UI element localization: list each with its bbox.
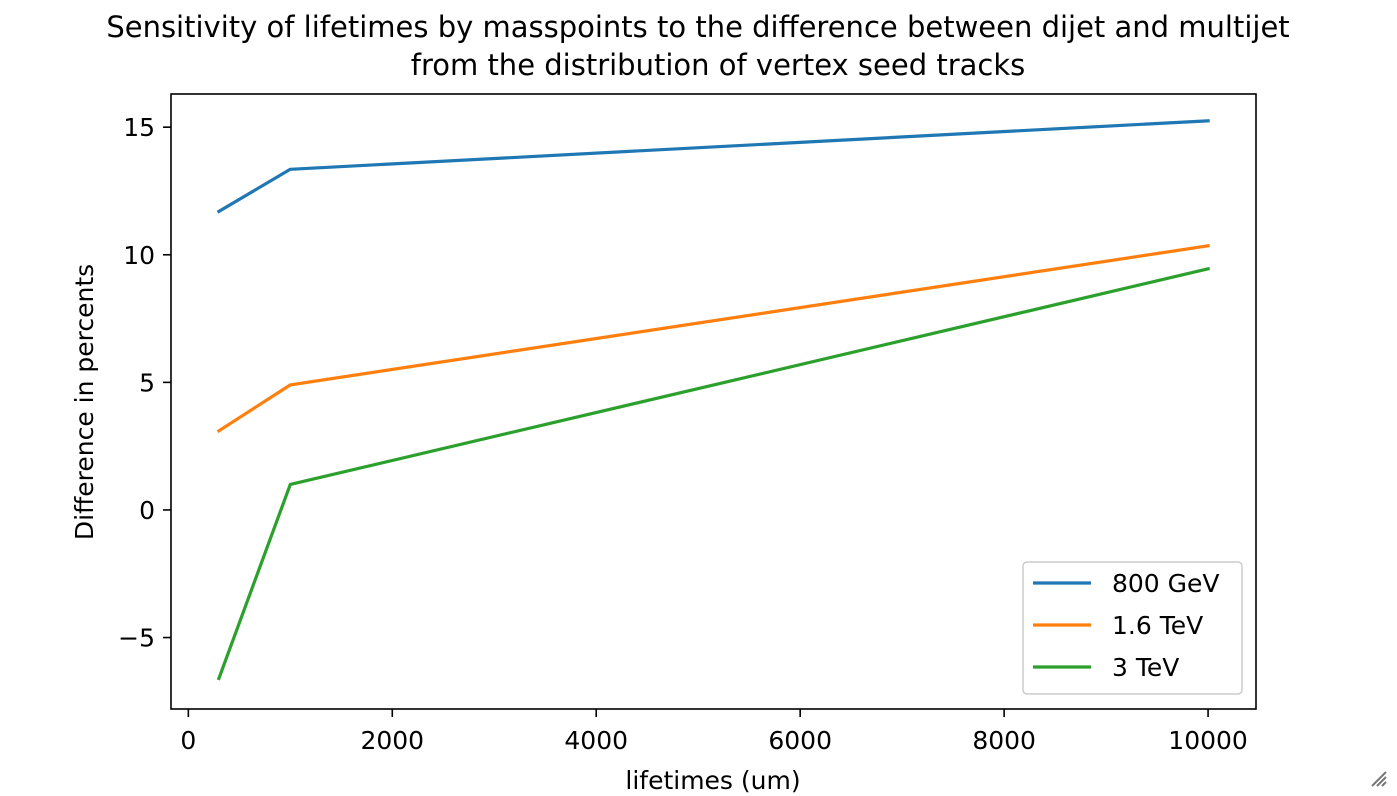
resize-handle-icon[interactable] [1371, 771, 1387, 787]
legend-label: 1.6 TeV [1112, 611, 1203, 640]
x-tick-label: 0 [180, 726, 196, 755]
x-tick-label: 6000 [768, 726, 832, 755]
y-tick-label: −5 [118, 624, 155, 653]
plot-frame [170, 93, 1257, 710]
series-lines [216, 119, 1211, 681]
x-tick-label: 10000 [1168, 726, 1248, 755]
y-tick-label: 15 [123, 113, 155, 142]
x-axis-label: lifetimes (um) [625, 766, 800, 795]
legend-label: 800 GeV [1112, 569, 1220, 598]
y-tick-label: 5 [139, 368, 155, 397]
y-tick-label: 10 [123, 241, 155, 270]
legend-label: 3 TeV [1112, 653, 1179, 682]
series-line-1 [216, 119, 1210, 214]
y-tick-label: 0 [139, 496, 155, 525]
x-axis: 0 2000 4000 6000 8000 10000 [180, 709, 1248, 755]
y-axis-label: Difference in percents [70, 264, 99, 540]
y-axis: −5 0 5 10 15 [118, 113, 171, 653]
x-tick-label: 8000 [972, 726, 1036, 755]
series-line-3 [216, 266, 1211, 681]
chart-title-line-2: from the distribution of vertex seed tra… [411, 48, 1026, 82]
legend-box [1022, 561, 1243, 695]
legend-item: 1.6 TeV [1033, 611, 1203, 640]
x-tick-label: 4000 [564, 726, 628, 755]
legend-item: 800 GeV [1033, 569, 1220, 598]
chart-title-line-1: Sensitivity of lifetimes by masspoints t… [106, 10, 1289, 44]
legend: 800 GeV 1.6 TeV 3 TeV [1022, 561, 1243, 695]
series-line-2 [216, 243, 1210, 434]
x-tick-label: 2000 [360, 726, 424, 755]
chart-title: Sensitivity of lifetimes by masspoints t… [106, 10, 1289, 82]
legend-item: 3 TeV [1033, 653, 1179, 682]
